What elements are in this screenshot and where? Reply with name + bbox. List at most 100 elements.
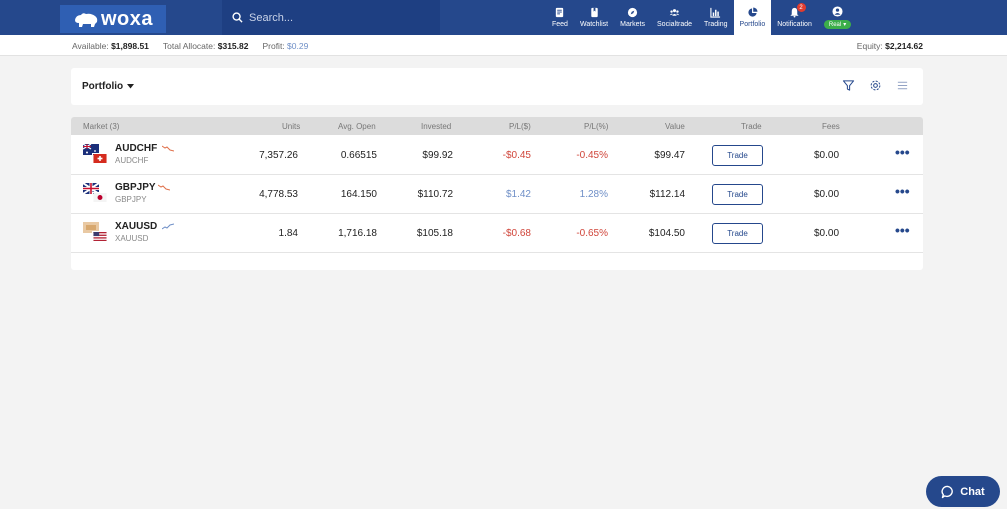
- gold-icon: [83, 222, 99, 233]
- available-label: Available:: [72, 41, 109, 51]
- table-row[interactable]: AUDCHF AUDCHF 7,357.26 0.66515 $99.92 -$…: [71, 136, 923, 175]
- table-row[interactable]: GBPJPY GBPJPY 4,778.53 164.150 $110.72 $…: [71, 175, 923, 214]
- trend-down-icon: [162, 145, 174, 152]
- cell-pl-pct: 1.28%: [579, 189, 608, 200]
- search-bar[interactable]: [222, 0, 440, 35]
- menu-icon[interactable]: [896, 79, 909, 92]
- positions-table: Market (3) Units Avg. Open Invested P/L(…: [71, 117, 923, 270]
- trend-up-icon: [162, 223, 174, 230]
- cell-invested: $105.18: [416, 228, 453, 239]
- nav-socialtrade-label: Socialtrade: [657, 21, 693, 28]
- cell-value: $99.47: [654, 150, 685, 161]
- header-units[interactable]: Units: [282, 122, 301, 131]
- cell-fees: $0.00: [814, 228, 840, 239]
- usa-flag-icon: [92, 231, 108, 242]
- japan-flag-icon: [92, 192, 108, 203]
- header-invested[interactable]: Invested: [421, 122, 452, 131]
- cell-units: 1.84: [278, 228, 298, 239]
- trade-button[interactable]: Trade: [712, 184, 763, 205]
- cell-pl-pct: -0.65%: [576, 228, 608, 239]
- available-value: $1,898.51: [111, 41, 149, 51]
- pie-chart-icon: [748, 7, 758, 17]
- nav-portfolio[interactable]: Portfolio: [733, 0, 772, 35]
- nav-feed-label: Feed: [552, 21, 568, 28]
- cell-fees: $0.00: [814, 189, 840, 200]
- bell-icon: [790, 7, 799, 18]
- bear-logo-icon: [74, 13, 98, 27]
- cell-avg-open: 0.66515: [340, 150, 377, 161]
- nav-trading[interactable]: Trading: [698, 0, 733, 35]
- profit-value: $0.29: [287, 41, 309, 51]
- nav-portfolio-label: Portfolio: [739, 21, 766, 28]
- balance-bar: Available: $1,898.51 Total Allocate: $31…: [0, 35, 1007, 56]
- header-pl-pct[interactable]: P/L(%): [584, 122, 609, 131]
- bookmark-icon: [590, 7, 598, 18]
- total-allocate: Total Allocate: $315.82: [163, 41, 249, 51]
- header-trade: Trade: [741, 122, 762, 131]
- top-bar: woxa Feed Watchlist Markets Socialtrade …: [0, 0, 1007, 35]
- chat-button[interactable]: Chat: [926, 476, 1000, 507]
- market-subtitle: GBPJPY: [115, 195, 147, 204]
- more-options-icon[interactable]: •••: [895, 183, 910, 199]
- header-value[interactable]: Value: [665, 122, 685, 131]
- nav-notification[interactable]: 2 Notification: [771, 0, 818, 35]
- portfolio-dropdown[interactable]: Portfolio: [82, 81, 135, 92]
- search-input[interactable]: [249, 11, 429, 24]
- switzerland-flag-icon: [92, 153, 108, 164]
- filter-icon[interactable]: [842, 79, 855, 92]
- search-icon: [232, 12, 243, 23]
- cell-pl-pct: -0.45%: [576, 150, 608, 161]
- trade-button[interactable]: Trade: [712, 223, 763, 244]
- cell-fees: $0.00: [814, 150, 840, 161]
- nav-feed[interactable]: Feed: [546, 0, 574, 35]
- chat-bubble-icon: [941, 485, 954, 498]
- market-symbol[interactable]: GBPJPY: [115, 182, 156, 193]
- trend-down-icon: [158, 184, 170, 191]
- cell-pl-usd: $1.42: [505, 189, 531, 200]
- compass-icon: [627, 7, 638, 18]
- account-mode-toggle[interactable]: Real ▾: [823, 20, 852, 29]
- caret-down-icon: [127, 84, 135, 89]
- header-fees[interactable]: Fees: [822, 122, 840, 131]
- logo[interactable]: woxa: [60, 5, 166, 33]
- nav-markets[interactable]: Markets: [614, 0, 651, 35]
- gear-icon[interactable]: [869, 79, 882, 92]
- trade-button[interactable]: Trade: [712, 145, 763, 166]
- header-pl-usd[interactable]: P/L($): [509, 122, 531, 131]
- cell-invested: $99.92: [422, 150, 453, 161]
- cell-value: $104.50: [648, 228, 685, 239]
- nav-notification-label: Notification: [777, 21, 812, 28]
- portfolio-header: Portfolio: [71, 68, 923, 105]
- cell-invested: $110.72: [417, 189, 453, 200]
- nav-trading-label: Trading: [704, 21, 728, 28]
- nav-watchlist[interactable]: Watchlist: [574, 0, 614, 35]
- nav-socialtrade[interactable]: Socialtrade: [651, 0, 698, 35]
- cell-value: $112.14: [649, 189, 685, 200]
- flag-pair-icon: [83, 144, 109, 166]
- profit: Profit: $0.29: [262, 41, 308, 51]
- nav-user[interactable]: Real ▾: [818, 0, 857, 35]
- market-subtitle: XAUUSD: [115, 234, 149, 243]
- nav-watchlist-label: Watchlist: [579, 21, 609, 28]
- account-mode-label: Real: [828, 21, 842, 28]
- main-nav: Feed Watchlist Markets Socialtrade Tradi…: [546, 0, 857, 35]
- market-symbol[interactable]: AUDCHF: [115, 143, 158, 154]
- logo-text: woxa: [100, 7, 154, 30]
- cell-pl-usd: -$0.68: [502, 228, 531, 239]
- more-options-icon[interactable]: •••: [895, 222, 910, 238]
- cell-avg-open: 1,716.18: [338, 228, 377, 239]
- allocate-value: $315.82: [217, 41, 249, 51]
- equity: Equity: $2,214.62: [857, 41, 923, 51]
- users-icon: [669, 9, 680, 16]
- header-market[interactable]: Market (3): [83, 122, 120, 131]
- header-avg-open[interactable]: Avg. Open: [338, 122, 376, 131]
- profit-label: Profit:: [262, 41, 285, 51]
- table-row[interactable]: XAUUSD XAUUSD 1.84 1,716.18 $105.18 -$0.…: [71, 214, 923, 253]
- equity-value: $2,214.62: [885, 41, 923, 51]
- caret-down-icon: ▾: [843, 22, 847, 28]
- user-icon: [832, 6, 843, 17]
- cell-units: 7,357.26: [259, 150, 298, 161]
- more-options-icon[interactable]: •••: [895, 144, 910, 160]
- market-symbol[interactable]: XAUUSD: [115, 221, 158, 232]
- nav-markets-label: Markets: [620, 21, 646, 28]
